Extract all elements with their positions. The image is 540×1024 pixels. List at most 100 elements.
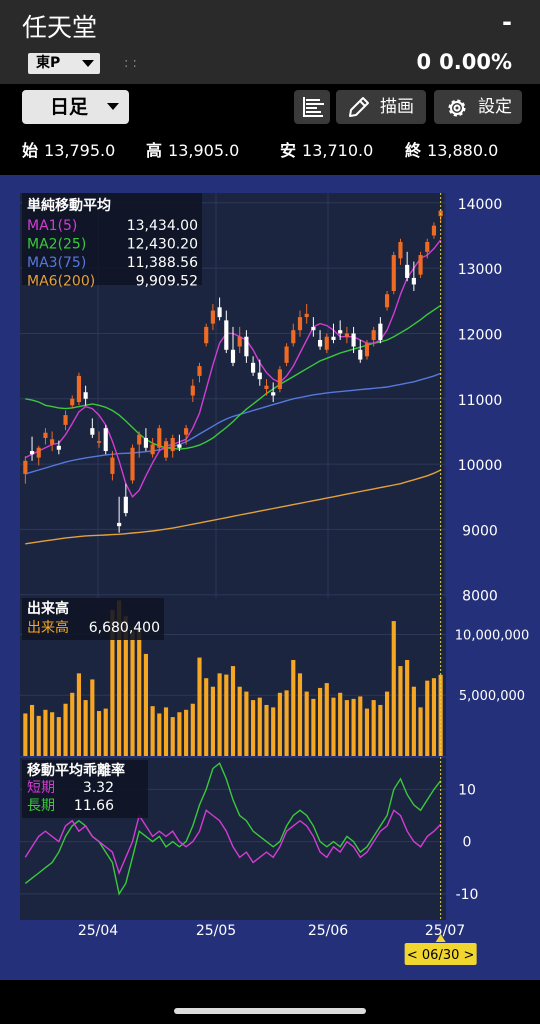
volume-bar: [117, 600, 122, 756]
candle-body: [391, 255, 396, 291]
close-price: 終 13,880.0: [405, 136, 498, 166]
volume-bar: [418, 707, 423, 756]
volume-bar: [130, 630, 135, 756]
volume-bar: [76, 673, 82, 756]
candle-body: [150, 444, 155, 455]
bottom-bar: [0, 980, 540, 1024]
cursor-date-box[interactable]: [404, 943, 477, 965]
exchange-select[interactable]: 東P: [28, 53, 100, 74]
deviation-legend-value: 3.32: [83, 780, 114, 796]
volume-bar: [23, 713, 28, 756]
volume-bar: [371, 700, 376, 756]
ma-legend-name: MA3(75): [27, 255, 86, 271]
draw-label: 描画: [380, 97, 414, 117]
volume-bar: [43, 709, 48, 756]
exchange-caret-icon: [82, 60, 94, 67]
high-label: 高: [146, 141, 163, 160]
candle-body: [378, 323, 383, 340]
ma-legend-value: 12,430.20: [127, 237, 198, 253]
x-axis-label: 25/05: [196, 923, 236, 939]
price-tick-label: 13000: [458, 262, 503, 278]
pencil-icon: [349, 97, 369, 117]
candle-body: [70, 398, 75, 406]
candle-body: [418, 255, 423, 275]
volume-bar: [70, 692, 75, 756]
candle-body: [96, 441, 102, 443]
volume-bar: [137, 627, 142, 756]
volume-bar: [163, 707, 169, 756]
volume-legend-name: 出来高: [27, 619, 69, 636]
candle-body: [123, 496, 128, 514]
open-price: 始 13,795.0: [22, 136, 115, 166]
low-value: 13,710.0: [302, 141, 374, 160]
volume-bar: [63, 703, 68, 756]
close-value: 13,880.0: [427, 141, 499, 160]
volume-bar: [177, 712, 182, 756]
volume-bar: [110, 610, 115, 756]
volume-bar: [36, 715, 41, 756]
period-caret-icon: [107, 103, 119, 110]
candle-body: [311, 326, 316, 331]
volume-bar: [83, 700, 88, 756]
candle-body: [264, 385, 269, 389]
volume-bar: [224, 674, 229, 756]
candle-body: [277, 369, 282, 389]
candle-body: [351, 333, 356, 347]
price-tick-label: 9000: [462, 523, 498, 539]
candle-body: [43, 432, 48, 438]
stock-name: 任天堂: [22, 13, 98, 42]
volume-bar: [230, 666, 236, 756]
price-tick-label: 11000: [458, 393, 503, 409]
candle-body: [257, 372, 262, 380]
price-tick-label: 10000: [458, 458, 503, 474]
candle-body: [210, 310, 215, 324]
volume-bar: [184, 709, 189, 756]
volume-legend-value: 6,680,400: [89, 620, 160, 636]
volume-bar: [284, 690, 289, 756]
volume-bar: [304, 691, 309, 756]
volume-bar: [157, 713, 162, 756]
volume-bar: [431, 678, 437, 756]
draw-button[interactable]: 描画: [336, 90, 426, 124]
candle-body: [56, 445, 61, 450]
volume-bar: [297, 673, 303, 756]
candle-body: [237, 336, 242, 347]
ohlc-row: 始 13,795.0 高 13,905.0 安 13,710.0 終 13,880.0: [0, 136, 540, 166]
ma-legend-title: 単純移動平均: [27, 197, 111, 214]
candle-body: [338, 330, 343, 334]
ma-legend-name: MA2(25): [27, 237, 86, 253]
price-tick-label: 14000: [458, 197, 503, 213]
candle-body: [130, 447, 135, 481]
volume-legend-title: 出来高: [27, 600, 69, 617]
candle-body: [217, 307, 222, 318]
volume-bar: [103, 708, 108, 756]
period-select[interactable]: 日足: [22, 90, 129, 124]
deviation-tick-label: -10: [456, 887, 479, 903]
indicator-list-button[interactable]: [294, 90, 330, 124]
volume-bar: [90, 679, 95, 756]
x-axis-label: 25/07: [425, 923, 465, 939]
candle-body: [83, 392, 88, 399]
current-price: -: [502, 8, 512, 36]
candle-body: [411, 277, 416, 285]
ma-legend-value: 13,434.00: [127, 218, 198, 234]
home-indicator[interactable]: [174, 1008, 366, 1014]
volume-bar: [251, 700, 256, 756]
volume-bar: [150, 706, 155, 756]
volume-bar: [197, 657, 202, 756]
bar-list-icon: [303, 97, 324, 117]
settings-button[interactable]: 設定: [434, 90, 522, 124]
stock-chart[interactable]: 14000 13000 12000 11000 10000 9000 8000 単純移動平均…: [0, 175, 540, 980]
exchange-label: 東P: [36, 55, 61, 71]
candle-body: [117, 522, 122, 527]
candle-body: [331, 336, 336, 340]
volume-bar: [324, 683, 329, 756]
candle-body: [304, 313, 309, 318]
candle-body: [291, 330, 296, 344]
x-axis-label: 25/04: [78, 923, 118, 939]
volume-bar: [96, 711, 102, 756]
candle-body: [425, 241, 430, 252]
volume-bar: [364, 708, 370, 756]
volume-bar: [123, 616, 128, 756]
candle-body: [137, 434, 142, 445]
